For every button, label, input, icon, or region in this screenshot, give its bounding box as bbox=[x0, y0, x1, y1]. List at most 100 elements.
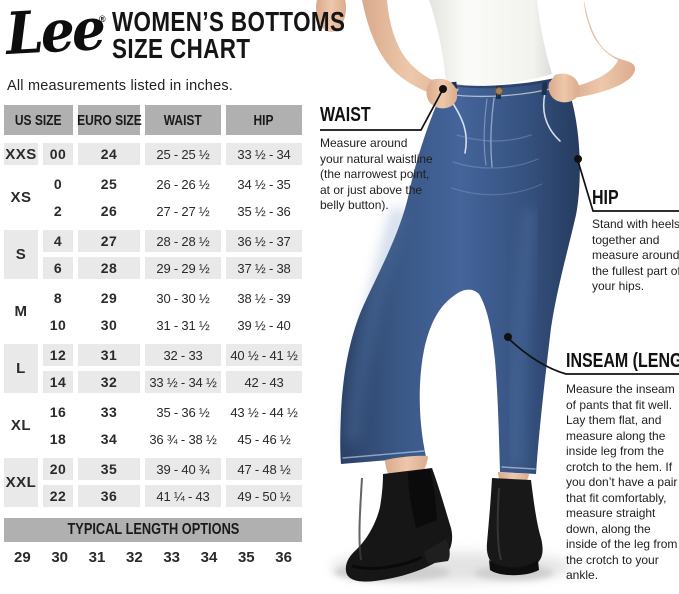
euro-size: 30 bbox=[100, 317, 118, 333]
col-header-us-size: US SIZE bbox=[4, 105, 73, 135]
white-top bbox=[429, 0, 552, 86]
waist-range: 25 - 25 ½ bbox=[145, 143, 221, 165]
euro-size: 24 bbox=[78, 143, 140, 165]
us-number-size: 20 bbox=[43, 458, 73, 480]
size-chart-table: US SIZE EURO SIZE WAIST HIP XXS 00 24 25… bbox=[4, 105, 302, 507]
euro-size: 36 bbox=[78, 485, 140, 507]
waist-range: 33 ½ - 34 ½ bbox=[145, 371, 221, 393]
left-elbow bbox=[316, 0, 346, 32]
euro-size: 32 bbox=[78, 371, 140, 393]
euro-size: 34 bbox=[100, 431, 118, 447]
us-letter-size: L bbox=[4, 344, 38, 393]
length-option: 36 bbox=[275, 549, 292, 566]
waist-pointer-line bbox=[320, 90, 443, 131]
hip-range: 42 - 43 bbox=[226, 371, 302, 393]
left-hand bbox=[426, 78, 458, 109]
waist-range: 31 - 31 ½ bbox=[156, 317, 210, 333]
hip-range: 49 - 50 ½ bbox=[226, 485, 302, 507]
hip-range: 36 ½ - 37 bbox=[226, 230, 302, 252]
hip-range: 45 - 46 ½ bbox=[237, 431, 291, 447]
hip-range: 34 ½ - 35 bbox=[237, 176, 291, 192]
us-number-size: 14 bbox=[43, 371, 73, 393]
waist-range: 28 - 28 ½ bbox=[145, 230, 221, 252]
length-option: 32 bbox=[125, 549, 143, 566]
size-group-xxl: XXL 20 35 39 - 40 ¾ 47 - 48 ½ 22 36 41 ¼… bbox=[4, 458, 302, 507]
waist-range: 32 - 33 bbox=[145, 344, 221, 366]
waist-annotation-description: Measure around your natural waistline (t… bbox=[320, 136, 433, 212]
waist-range: 30 - 30 ½ bbox=[156, 290, 210, 306]
hip-pointer-line bbox=[577, 160, 679, 212]
euro-size: 29 bbox=[100, 290, 118, 306]
us-letter-size: XXS bbox=[4, 143, 38, 165]
us-number-size: 8 bbox=[53, 290, 63, 306]
denim-details bbox=[342, 76, 562, 470]
size-group-m: M 8 29 30 - 30 ½ 38 ½ - 39 10 30 31 - 31… bbox=[4, 287, 302, 336]
page-title: WOMEN’S BOTTOMS SIZE CHART bbox=[112, 6, 404, 64]
hip-range: 33 ½ - 34 bbox=[226, 143, 302, 165]
us-letter-size: M bbox=[14, 303, 28, 320]
us-number-size: 18 bbox=[49, 431, 67, 447]
right-boot bbox=[486, 478, 543, 570]
waist-range: 27 - 27 ½ bbox=[156, 203, 210, 219]
left-boot-heel bbox=[424, 539, 450, 564]
euro-size: 26 bbox=[100, 203, 118, 219]
right-boot-sole bbox=[489, 560, 539, 576]
us-number-size: 0 bbox=[53, 176, 63, 192]
us-number-size: 22 bbox=[43, 485, 73, 507]
hip-marker-dot bbox=[574, 155, 582, 163]
us-letter-size: XL bbox=[10, 417, 32, 434]
length-option: 30 bbox=[51, 549, 69, 566]
length-options-values: 29 30 31 32 33 34 35 36 bbox=[4, 549, 302, 566]
inseam-pointer-line bbox=[508, 338, 679, 375]
inseam-marker-dot bbox=[504, 333, 512, 341]
hip-range: 38 ½ - 39 bbox=[237, 290, 291, 306]
left-boot-elastic bbox=[408, 469, 437, 528]
hip-annotation-description: Stand with heels together and measure ar… bbox=[592, 217, 679, 293]
col-header-waist: WAIST bbox=[145, 105, 221, 135]
subtitle: All measurements listed in inches. bbox=[7, 78, 234, 94]
inseam-annotation-description: Measure the inseam of pants that fit wel… bbox=[566, 382, 678, 582]
euro-size: 25 bbox=[100, 176, 118, 192]
waist-range: 39 - 40 ¾ bbox=[145, 458, 221, 480]
length-option: 34 bbox=[200, 549, 218, 566]
table-header-row: US SIZE EURO SIZE WAIST HIP bbox=[4, 105, 302, 135]
waist-range: 29 - 29 ½ bbox=[145, 257, 221, 279]
left-arm bbox=[362, 0, 459, 99]
waist-marker-dot bbox=[439, 85, 447, 93]
euro-size: 35 bbox=[78, 458, 140, 480]
euro-size: 31 bbox=[78, 344, 140, 366]
right-arm bbox=[568, 0, 636, 98]
length-option: 35 bbox=[237, 549, 255, 566]
us-number-size: 12 bbox=[43, 344, 73, 366]
hip-range: 39 ½ - 40 bbox=[237, 317, 291, 333]
title-line-2: SIZE CHART bbox=[112, 33, 251, 64]
euro-size: 33 bbox=[100, 404, 118, 420]
col-header-hip: HIP bbox=[226, 105, 302, 135]
title-line-1: WOMEN’S BOTTOMS bbox=[112, 6, 346, 37]
inseam-annotation-label: INSEAM (LENGTH) bbox=[566, 350, 679, 372]
size-group-xxs: XXS 00 24 25 - 25 ½ 33 ½ - 34 bbox=[4, 143, 302, 165]
hip-range: 37 ½ - 38 bbox=[226, 257, 302, 279]
right-hand bbox=[548, 73, 580, 103]
euro-size: 28 bbox=[78, 257, 140, 279]
waist-annotation-label: WAIST bbox=[320, 104, 371, 126]
us-number-size: 2 bbox=[53, 203, 63, 219]
us-number-size: 4 bbox=[43, 230, 73, 252]
col-header-euro-size: EURO SIZE bbox=[77, 105, 141, 135]
us-letter-size: S bbox=[4, 230, 38, 279]
hip-annotation-label: HIP bbox=[592, 187, 619, 209]
us-number-size: 16 bbox=[49, 404, 67, 420]
size-group-xl: XL 16 33 35 - 36 ½ 43 ½ - 44 ½ 18 34 36 … bbox=[4, 401, 302, 450]
waist-range: 41 ¼ - 43 bbox=[145, 485, 221, 507]
us-letter-size: XS bbox=[10, 189, 32, 206]
boots bbox=[345, 468, 543, 582]
hip-range: 40 ½ - 41 ½ bbox=[226, 344, 302, 366]
euro-size: 27 bbox=[78, 230, 140, 252]
hip-range: 35 ½ - 36 bbox=[237, 203, 291, 219]
size-group-l: L 12 31 32 - 33 40 ½ - 41 ½ 14 32 33 ½ -… bbox=[4, 344, 302, 393]
registered-trademark: ® bbox=[99, 14, 106, 24]
us-number-size: 10 bbox=[49, 317, 67, 333]
us-number-size: 00 bbox=[43, 143, 73, 165]
